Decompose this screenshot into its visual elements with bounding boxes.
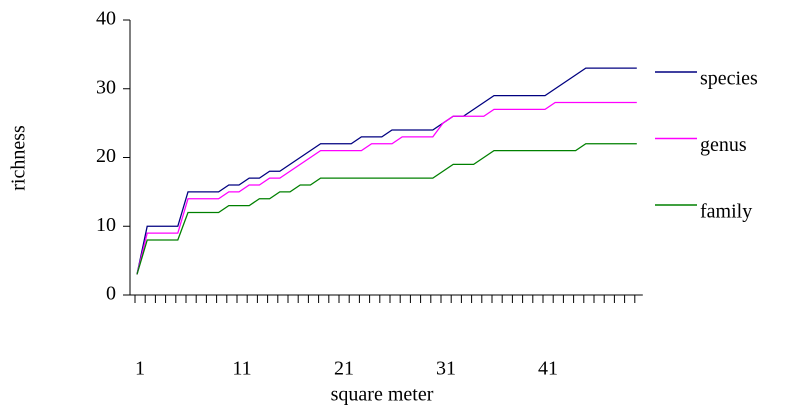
y-axis-label: richness bbox=[8, 125, 30, 191]
y-tick-label: 10 bbox=[96, 214, 116, 236]
y-tick-label: 0 bbox=[106, 283, 116, 305]
x-tick-label: 41 bbox=[538, 358, 558, 380]
series-line bbox=[137, 144, 637, 275]
x-tick-label: 21 bbox=[334, 358, 354, 380]
legend-label: genus bbox=[700, 134, 747, 156]
legend-label: species bbox=[700, 68, 758, 90]
legend-label: family bbox=[700, 201, 752, 223]
y-tick-label: 40 bbox=[96, 8, 116, 30]
x-tick-label: 11 bbox=[232, 358, 251, 380]
x-tick-label: 1 bbox=[135, 358, 145, 380]
x-axis-label: square meter bbox=[331, 384, 434, 406]
y-tick-label: 30 bbox=[96, 76, 116, 98]
y-tick-label: 20 bbox=[96, 145, 116, 167]
chart: richness square meter 010203040111213141… bbox=[0, 0, 787, 412]
series-line bbox=[137, 68, 637, 274]
x-tick-label: 31 bbox=[436, 358, 456, 380]
series-line bbox=[137, 103, 637, 275]
